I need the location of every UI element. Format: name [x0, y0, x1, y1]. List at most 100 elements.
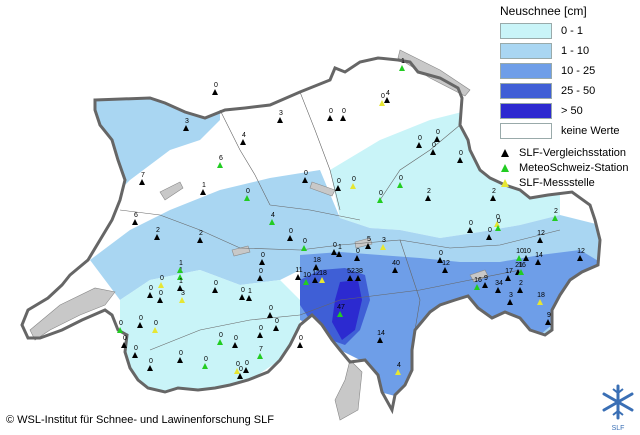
station-value-label: 0	[239, 366, 243, 373]
station-value-label: 0	[337, 178, 341, 185]
station-marker	[395, 369, 401, 375]
station-marker	[269, 219, 275, 225]
station-marker	[239, 294, 245, 300]
station-marker	[257, 332, 263, 338]
station-marker	[132, 219, 138, 225]
station-marker	[295, 274, 301, 280]
station-marker	[535, 259, 541, 265]
station-marker	[177, 357, 183, 363]
station-value-label: 0	[303, 238, 307, 245]
copyright-text: © WSL-Institut für Schnee- und Lawinenfo…	[6, 414, 274, 426]
legend-symbol-label: MeteoSchweiz-Station	[519, 162, 629, 174]
station-marker	[397, 182, 403, 188]
station-marker	[434, 136, 440, 142]
station-marker	[495, 225, 501, 231]
station-value-label: 0	[214, 82, 218, 89]
station-value-label: 38	[355, 268, 363, 275]
station-value-label: 0	[214, 280, 218, 287]
logo-text: SLF	[611, 425, 625, 432]
station-value-label: 21	[515, 262, 523, 269]
station-value-label: 4	[242, 132, 246, 139]
legend-symbol-row: SLF-Vergleichsstation	[500, 146, 638, 160]
station-marker	[380, 244, 386, 250]
legend-title: Neuschnee [cm]	[500, 4, 587, 18]
station-marker	[183, 125, 189, 131]
station-value-label: 0	[432, 142, 436, 149]
station-marker	[537, 237, 543, 243]
station-value-label: 1	[202, 182, 206, 189]
station-marker	[234, 368, 240, 374]
station-value-label: 4	[271, 212, 275, 219]
station-marker	[259, 259, 265, 265]
station-value-label: 18	[537, 292, 545, 299]
station-value-label: 11	[295, 267, 302, 274]
station-marker	[377, 337, 383, 343]
station-marker	[384, 97, 390, 103]
station-marker	[494, 221, 500, 227]
station-value-label: 10	[523, 248, 531, 255]
station-value-label: 12	[577, 248, 585, 255]
station-value-label: 0	[204, 356, 208, 363]
legend-class-label: 1 - 10	[561, 45, 590, 57]
station-marker	[217, 339, 223, 345]
station-value-label: 16	[474, 277, 482, 284]
station-value-label: 34	[495, 280, 503, 287]
station-marker	[303, 279, 309, 285]
station-marker	[319, 277, 325, 283]
station-value-label: 6	[134, 212, 138, 219]
station-marker	[467, 227, 473, 233]
station-value-label: 17	[505, 268, 513, 275]
station-marker	[158, 282, 164, 288]
station-value-label: 0	[159, 290, 163, 297]
station-marker	[416, 142, 422, 148]
station-marker	[273, 325, 279, 331]
legend-class-label: 0 - 1	[561, 25, 584, 37]
station-marker	[121, 342, 127, 348]
slf-logo: SLF	[596, 382, 640, 434]
station-marker	[132, 352, 138, 358]
station-value-label: 0	[497, 218, 501, 225]
station-value-label: 9	[484, 275, 488, 282]
station-marker	[379, 100, 385, 106]
station-marker	[147, 292, 153, 298]
stations: 1034360071062000200210100451312101014120…	[117, 58, 585, 379]
station-value-label: 6	[219, 155, 223, 162]
station-value-label: 14	[377, 330, 385, 337]
legend-symbol-label: SLF-Vergleichsstation	[519, 147, 626, 159]
legend-swatch	[500, 43, 552, 59]
station-value-label: 3	[181, 290, 185, 297]
station-value-label: 1	[401, 58, 405, 65]
station-value-label: 0	[259, 268, 263, 275]
legend-class-row: > 50	[500, 102, 638, 120]
station-marker	[312, 277, 318, 283]
station-value-label: 2	[492, 188, 496, 195]
station-value-label: 10	[303, 272, 311, 279]
station-value-label: 0	[299, 335, 303, 342]
station-marker	[505, 275, 511, 281]
station-value-label: 0	[329, 108, 333, 115]
legend-class-row: keine Werte	[500, 122, 638, 140]
station-value-label: 2	[519, 280, 523, 287]
station-value-label: 12	[312, 270, 320, 277]
station-marker	[244, 195, 250, 201]
station-marker	[139, 179, 145, 185]
legend-class-row: 25 - 50	[500, 82, 638, 100]
station-marker	[377, 197, 383, 203]
station-value-label: 12	[442, 260, 450, 267]
station-value-label: 0	[139, 315, 143, 322]
station-value-label: 0	[269, 305, 273, 312]
station-marker	[425, 195, 431, 201]
station-marker	[177, 274, 183, 280]
legend-class-label: keine Werte	[561, 125, 620, 137]
station-marker	[482, 282, 488, 288]
station-value-label: 0	[179, 350, 183, 357]
station-marker	[335, 185, 341, 191]
station-marker	[507, 299, 513, 305]
station-value-label: 12	[537, 230, 545, 237]
legend-class-row: 0 - 1	[500, 22, 638, 40]
station-value-label: 0	[154, 320, 158, 327]
station-marker	[523, 255, 529, 261]
station-value-label: 0	[149, 358, 153, 365]
station-value-label: 1	[179, 260, 183, 267]
station-value-label: 0	[469, 220, 473, 227]
